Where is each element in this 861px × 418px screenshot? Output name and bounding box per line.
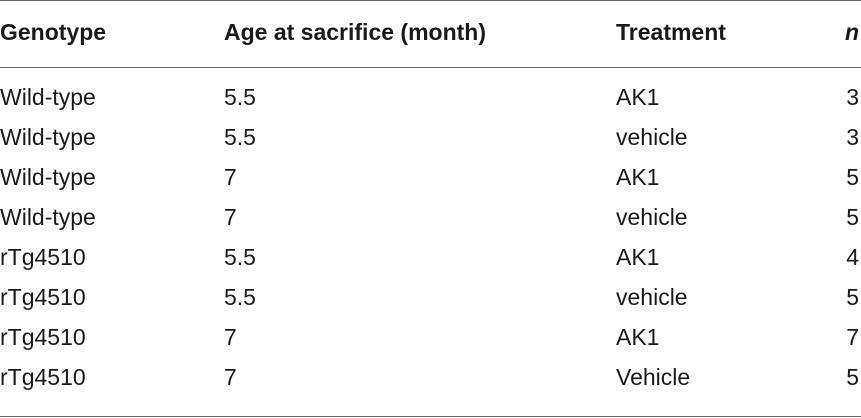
header-genotype: Genotype	[0, 19, 107, 45]
cell-age: 5.5	[224, 124, 256, 150]
table-row: Wild-type 5.5 AK1 3	[0, 82, 861, 122]
table-row: rTg4510 7 AK1 7	[0, 322, 861, 362]
table-row: Wild-type 7 vehicle 5	[0, 202, 861, 242]
cell-age: 7	[224, 324, 237, 350]
cell-age: 5.5	[224, 84, 256, 110]
cell-treatment: AK1	[616, 324, 660, 350]
table-row: rTg4510 5.5 vehicle 5	[0, 282, 861, 322]
cell-n: 5	[846, 364, 859, 390]
cell-treatment: AK1	[616, 244, 660, 270]
cell-genotype: Wild-type	[0, 84, 96, 110]
table-header-row: Genotype Age at sacrifice (month) Treatm…	[0, 0, 861, 67]
table-row: rTg4510 5.5 AK1 4	[0, 242, 861, 282]
cell-genotype: rTg4510	[0, 284, 86, 310]
header-age: Age at sacrifice (month)	[224, 19, 486, 45]
table-header-rule	[0, 67, 861, 68]
cell-genotype: rTg4510	[0, 324, 86, 350]
cell-treatment: vehicle	[616, 124, 688, 150]
table-bottom-rule	[0, 416, 861, 417]
cell-age: 7	[224, 204, 237, 230]
header-n: n	[844, 19, 859, 45]
cell-n: 4	[846, 244, 859, 270]
cell-age: 7	[224, 164, 237, 190]
cell-genotype: Wild-type	[0, 124, 96, 150]
cell-genotype: Wild-type	[0, 164, 96, 190]
cell-n: 3	[846, 124, 859, 150]
cell-genotype: Wild-type	[0, 204, 96, 230]
cell-treatment: vehicle	[616, 204, 688, 230]
cell-n: 7	[846, 324, 859, 350]
table-row: rTg4510 7 Vehicle 5	[0, 362, 861, 402]
cell-n: 5	[846, 164, 859, 190]
cell-treatment: Vehicle	[616, 364, 691, 390]
table-row: Wild-type 7 AK1 5	[0, 162, 861, 202]
cell-age: 5.5	[224, 284, 256, 310]
cell-treatment: AK1	[616, 164, 660, 190]
cell-age: 5.5	[224, 244, 256, 270]
cell-age: 7	[224, 364, 237, 390]
header-treatment: Treatment	[616, 19, 726, 45]
cell-n: 5	[846, 284, 859, 310]
table-body: Wild-type 5.5 AK1 3 Wild-type 5.5 vehicl…	[0, 67, 861, 416]
cell-genotype: rTg4510	[0, 364, 86, 390]
table-row: Wild-type 5.5 vehicle 3	[0, 122, 861, 162]
cell-treatment: AK1	[616, 84, 660, 110]
cell-n: 3	[846, 84, 859, 110]
cell-genotype: rTg4510	[0, 244, 86, 270]
table-top-rule	[0, 0, 861, 1]
cell-n: 5	[846, 204, 859, 230]
cell-treatment: vehicle	[616, 284, 688, 310]
